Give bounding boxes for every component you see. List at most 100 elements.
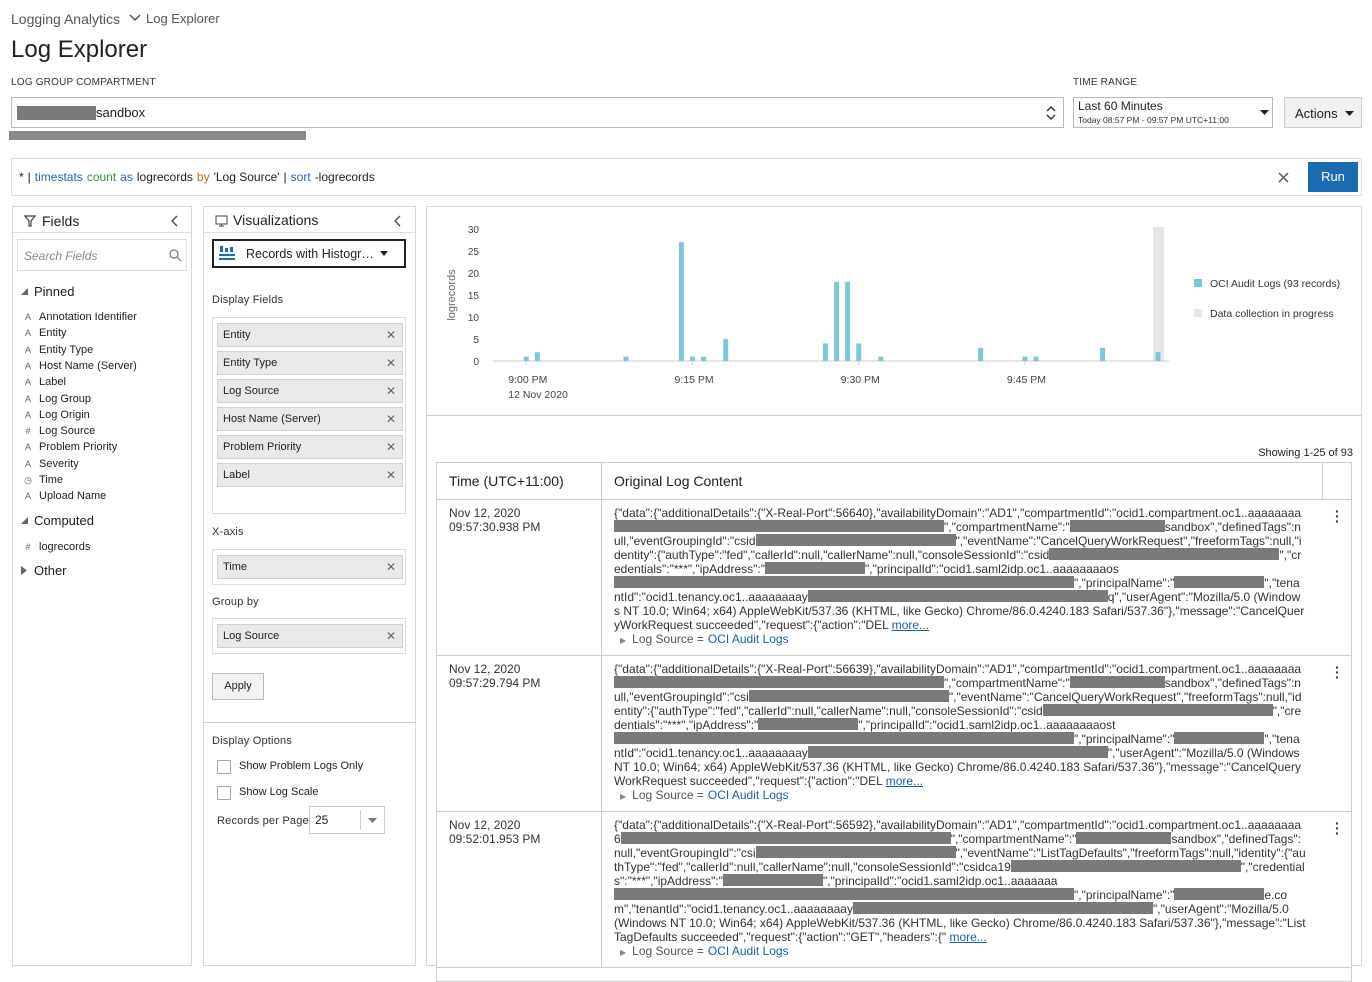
- group-by-box[interactable]: Log Source ✕: [212, 618, 406, 654]
- collapse-icon[interactable]: [170, 215, 178, 227]
- field-name[interactable]: Annotation Identifier: [39, 311, 137, 323]
- expand-icon[interactable]: ▶: [620, 792, 627, 801]
- field-name[interactable]: Log Source: [39, 425, 96, 438]
- bar[interactable]: [845, 281, 851, 361]
- column-header[interactable]: Time (UTC+11:00): [449, 473, 564, 489]
- row-menu[interactable]: · · ·: [1335, 503, 1340, 529]
- bar[interactable]: [623, 356, 629, 361]
- collapsed-icon[interactable]: [20, 565, 29, 575]
- chip-label: Label: [223, 469, 250, 481]
- row-menu[interactable]: · · ·: [1335, 815, 1340, 841]
- field-name[interactable]: Entity: [39, 327, 67, 340]
- log-source-value[interactable]: OCI Audit Logs: [707, 788, 789, 802]
- bar[interactable]: [834, 281, 840, 361]
- bar[interactable]: [1022, 356, 1028, 361]
- option-label[interactable]: Show Problem Logs Only: [239, 760, 364, 772]
- more-link[interactable]: more...: [891, 618, 930, 632]
- redaction: [614, 732, 1074, 744]
- field-name[interactable]: Severity: [39, 457, 79, 470]
- display-fields-box[interactable]: Entity ✕ Entity Type ✕ Log Source ✕ Host Name …: [212, 317, 406, 514]
- time-range-select[interactable]: Last 60 Minutes Today 08:57 PM - 09:57 P…: [1073, 97, 1273, 128]
- column-header[interactable]: Original Log Content: [614, 473, 743, 489]
- bar[interactable]: [878, 356, 884, 361]
- field-group[interactable]: Pinned: [34, 284, 75, 299]
- bar[interactable]: [978, 347, 984, 361]
- remove-icon[interactable]: ✕: [385, 328, 396, 342]
- expanded-icon[interactable]: [20, 287, 29, 296]
- bar[interactable]: [822, 343, 828, 361]
- log-source-label: Log Source =: [632, 788, 704, 802]
- remove-icon[interactable]: ✕: [385, 384, 396, 398]
- redaction: [1174, 888, 1265, 900]
- field-chip[interactable]: Problem Priority ✕: [217, 435, 403, 459]
- search-fields[interactable]: Search Fields: [17, 239, 187, 271]
- bar[interactable]: [1033, 356, 1039, 361]
- field-name[interactable]: logrecords: [39, 540, 91, 553]
- field-chip[interactable]: Entity ✕: [217, 323, 403, 347]
- field-name[interactable]: Log Origin: [39, 408, 90, 421]
- bar[interactable]: [1100, 347, 1106, 361]
- legend-label: Data collection in progress: [1210, 308, 1334, 320]
- viz-type-select[interactable]: Records with Histogr…: [212, 239, 406, 268]
- expanded-icon[interactable]: [20, 516, 29, 525]
- remove-icon[interactable]: ✕: [385, 412, 396, 426]
- apply-button[interactable]: Apply: [212, 673, 264, 700]
- query-text[interactable]: * | timestats count as logrecords by 'Log Sourc…: [19, 170, 379, 184]
- checkbox[interactable]: [217, 760, 231, 774]
- remove-icon[interactable]: ✕: [385, 356, 396, 370]
- bar[interactable]: [1155, 352, 1161, 361]
- records-per-page-select[interactable]: 25: [309, 806, 385, 834]
- field-name[interactable]: Time: [39, 474, 64, 486]
- field-group[interactable]: Other: [34, 562, 67, 578]
- compartment-select[interactable]: sandbox: [11, 97, 1064, 128]
- compartment-label: LOG GROUP COMPARTMENT: [11, 77, 156, 88]
- field-name[interactable]: Log Group: [39, 392, 91, 405]
- remove-icon[interactable]: ✕: [385, 468, 396, 482]
- field-name[interactable]: Problem Priority: [39, 441, 118, 454]
- actions-button[interactable]: Actions: [1284, 97, 1362, 128]
- bar[interactable]: [678, 242, 684, 361]
- expand-icon[interactable]: ▶: [620, 948, 627, 957]
- field-name[interactable]: Host Name (Server): [39, 359, 137, 372]
- remove-icon[interactable]: ✕: [385, 629, 396, 643]
- remove-icon[interactable]: ✕: [385, 560, 396, 574]
- field-name[interactable]: Entity Type: [39, 343, 94, 356]
- x-axis-box[interactable]: Time ✕: [212, 549, 406, 585]
- field-name[interactable]: Label: [39, 376, 66, 389]
- bar[interactable]: [723, 339, 729, 361]
- more-link[interactable]: more...: [885, 774, 924, 788]
- log-text: ","compartmentName":": [944, 520, 1070, 534]
- field-chip[interactable]: Time ✕: [217, 555, 403, 579]
- field-group[interactable]: Computed: [34, 512, 94, 528]
- field-chip[interactable]: Log Source ✕: [217, 379, 403, 403]
- redaction: [748, 690, 949, 702]
- log-date: Nov 12, 2020: [449, 662, 521, 676]
- field-chip[interactable]: Log Source ✕: [217, 624, 403, 648]
- option-label[interactable]: Show Log Scale: [239, 786, 319, 798]
- run-button[interactable]: Run: [1308, 162, 1358, 192]
- collapse-icon[interactable]: [393, 215, 401, 227]
- clear-icon[interactable]: [1278, 172, 1289, 183]
- bar[interactable]: [701, 356, 707, 361]
- field-name[interactable]: Upload Name: [39, 490, 107, 503]
- bar[interactable]: [534, 352, 540, 361]
- row-menu[interactable]: · · ·: [1335, 659, 1340, 685]
- redaction: [807, 746, 1108, 758]
- expand-icon[interactable]: ▶: [620, 636, 627, 645]
- log-source-value[interactable]: OCI Audit Logs: [707, 944, 789, 958]
- log-content: {"data":{"additionalDetails":{"X-Real-Po…: [614, 662, 1306, 788]
- checkbox[interactable]: [217, 786, 231, 800]
- field-chip[interactable]: Entity Type ✕: [217, 351, 403, 375]
- log-source-value[interactable]: OCI Audit Logs: [707, 632, 789, 646]
- more-link[interactable]: more...: [949, 930, 987, 944]
- x-tick-label: 9:30 PM: [841, 374, 880, 386]
- bar[interactable]: [856, 343, 862, 361]
- field-chip[interactable]: Host Name (Server) ✕: [217, 407, 403, 431]
- log-text: q","userAgent":"Mozilla/5.0 (Windows NT …: [614, 590, 1305, 632]
- bar[interactable]: [689, 356, 695, 361]
- remove-icon[interactable]: ✕: [385, 440, 396, 454]
- field-chip[interactable]: Label ✕: [217, 463, 403, 487]
- breadcrumb-parent[interactable]: Logging Analytics: [11, 11, 120, 27]
- bar[interactable]: [523, 356, 529, 361]
- query-bar[interactable]: * | timestats count as logrecords by 'Log Sourc…: [11, 158, 1362, 196]
